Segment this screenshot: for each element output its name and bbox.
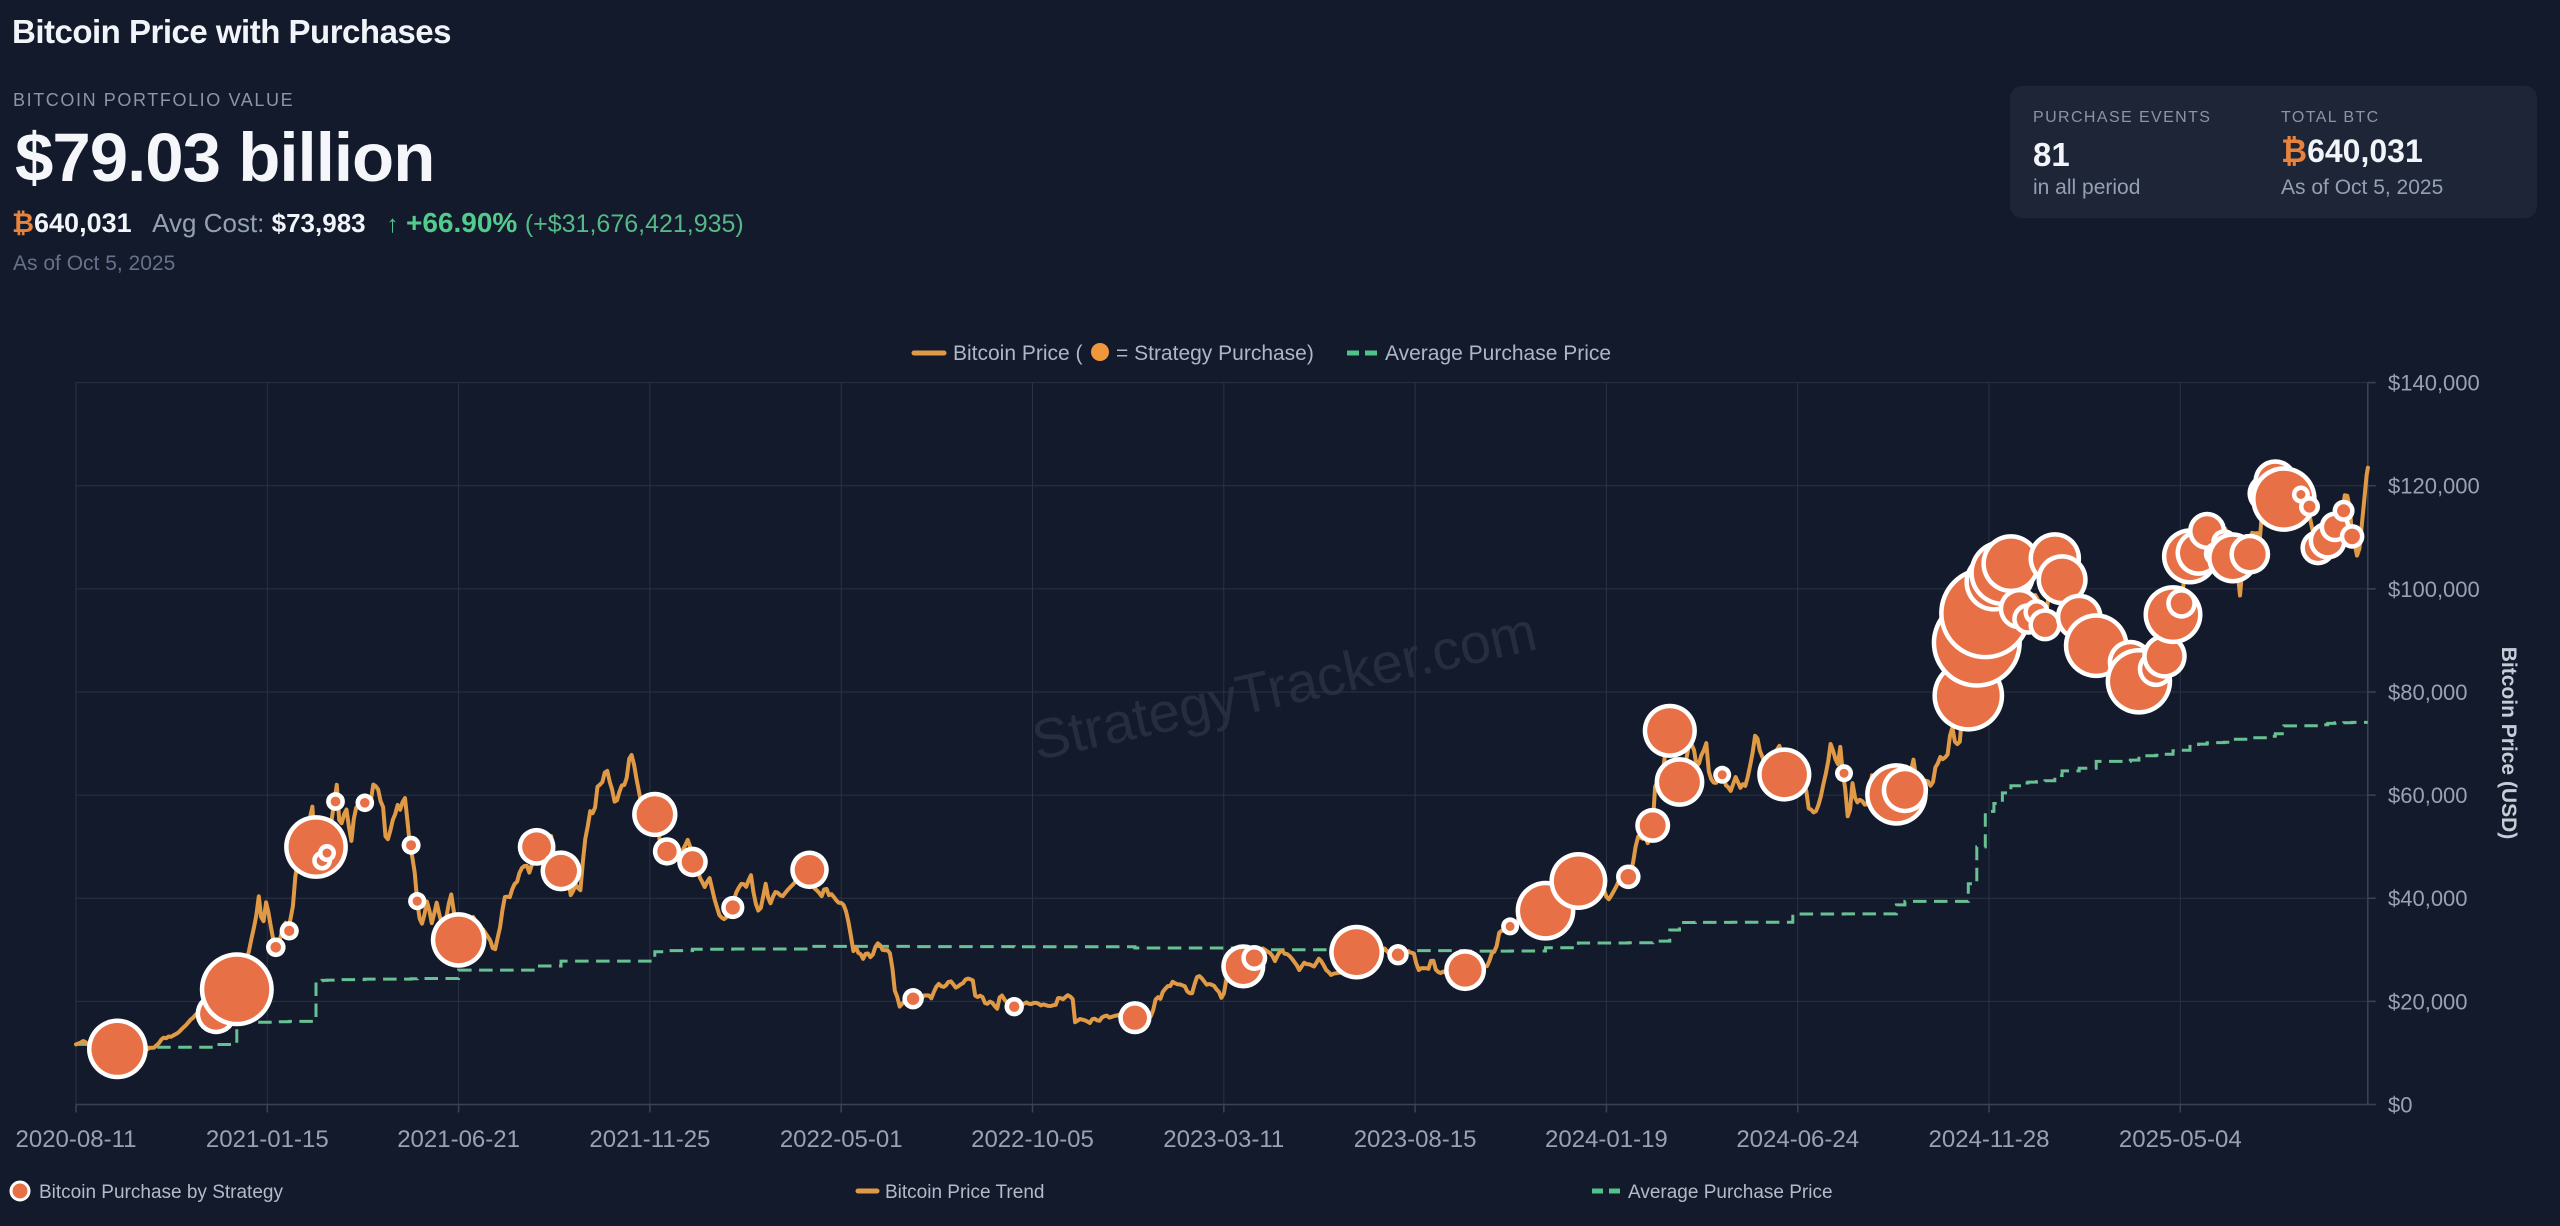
svg-text:2021-01-15: 2021-01-15	[206, 1126, 329, 1153]
svg-text:2024-06-24: 2024-06-24	[1736, 1126, 1859, 1153]
svg-text:$40,000: $40,000	[2388, 886, 2468, 911]
svg-text:$100,000: $100,000	[2388, 577, 2480, 602]
svg-text:2025-05-04: 2025-05-04	[2119, 1126, 2242, 1153]
svg-text:2024-01-19: 2024-01-19	[1545, 1126, 1668, 1153]
svg-text:Average Purchase Price: Average Purchase Price	[1628, 1182, 1833, 1203]
svg-text:Average Purchase Price: Average Purchase Price	[1385, 342, 1611, 365]
svg-text:$80,000: $80,000	[2388, 680, 2468, 705]
svg-text:2023-08-15: 2023-08-15	[1354, 1126, 1477, 1153]
svg-text:$0: $0	[2388, 1093, 2412, 1118]
svg-text:Bitcoin Price (: Bitcoin Price (	[953, 342, 1083, 365]
svg-text:2020-08-11: 2020-08-11	[16, 1126, 137, 1153]
svg-text:$60,000: $60,000	[2388, 783, 2468, 808]
svg-text:$20,000: $20,000	[2388, 989, 2468, 1014]
svg-text:Bitcoin Purchase by Strategy: Bitcoin Purchase by Strategy	[39, 1182, 283, 1203]
svg-text:$140,000: $140,000	[2388, 371, 2480, 396]
svg-text:= Strategy Purchase): = Strategy Purchase)	[1116, 342, 1314, 365]
svg-text:Bitcoin Price (USD): Bitcoin Price (USD)	[2497, 647, 2520, 840]
svg-text:2021-11-25: 2021-11-25	[589, 1126, 710, 1153]
svg-text:Bitcoin Price Trend: Bitcoin Price Trend	[885, 1182, 1044, 1203]
svg-text:2023-03-11: 2023-03-11	[1163, 1126, 1284, 1153]
svg-text:2021-06-21: 2021-06-21	[397, 1126, 520, 1153]
svg-text:2022-05-01: 2022-05-01	[780, 1126, 903, 1153]
svg-text:2022-10-05: 2022-10-05	[971, 1126, 1094, 1153]
svg-text:2024-11-28: 2024-11-28	[1929, 1126, 2050, 1153]
svg-text:StrategyTracker.com: StrategyTracker.com	[1026, 599, 1542, 772]
svg-text:$120,000: $120,000	[2388, 474, 2480, 499]
